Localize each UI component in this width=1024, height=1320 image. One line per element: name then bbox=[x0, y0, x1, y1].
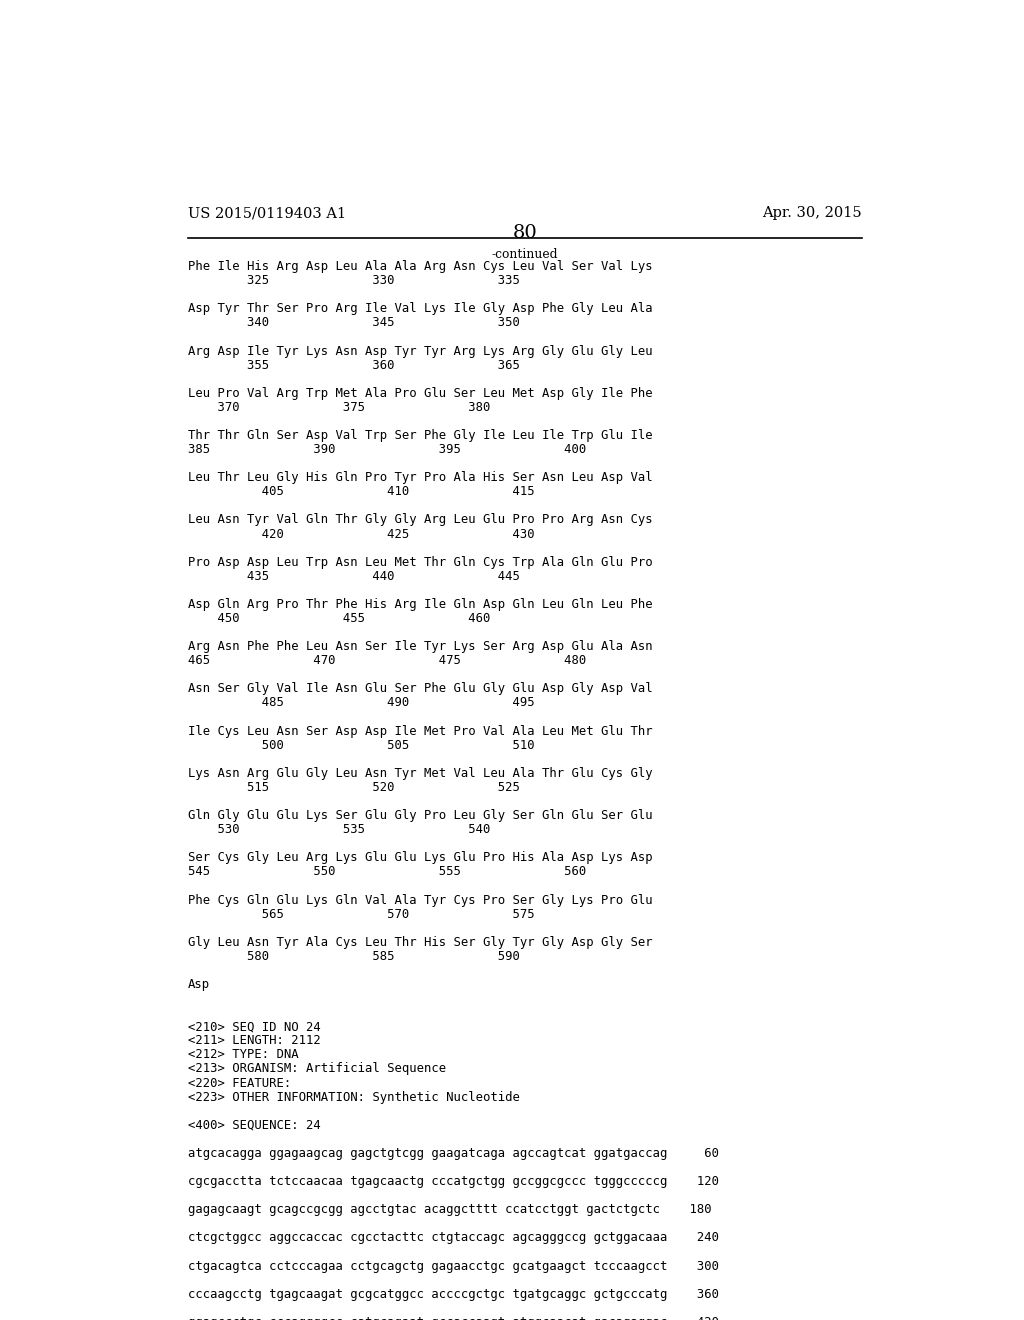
Text: <213> ORGANISM: Artificial Sequence: <213> ORGANISM: Artificial Sequence bbox=[187, 1063, 445, 1076]
Text: 340              345              350: 340 345 350 bbox=[187, 317, 519, 330]
Text: ctgacagtca cctcccagaa cctgcagctg gagaacctgc gcatgaagct tcccaagcct    300: ctgacagtca cctcccagaa cctgcagctg gagaacc… bbox=[187, 1259, 719, 1272]
Text: Lys Asn Arg Glu Gly Leu Asn Tyr Met Val Leu Ala Thr Glu Cys Gly: Lys Asn Arg Glu Gly Leu Asn Tyr Met Val … bbox=[187, 767, 652, 780]
Text: Asp Gln Arg Pro Thr Phe His Arg Ile Gln Asp Gln Leu Gln Leu Phe: Asp Gln Arg Pro Thr Phe His Arg Ile Gln … bbox=[187, 598, 652, 611]
Text: 530              535              540: 530 535 540 bbox=[187, 824, 489, 836]
Text: -continued: -continued bbox=[492, 248, 558, 261]
Text: Thr Thr Gln Ser Asp Val Trp Ser Phe Gly Ile Leu Ile Trp Glu Ile: Thr Thr Gln Ser Asp Val Trp Ser Phe Gly … bbox=[187, 429, 652, 442]
Text: 80: 80 bbox=[512, 224, 538, 243]
Text: 545              550              555              560: 545 550 555 560 bbox=[187, 866, 586, 878]
Text: Gly Leu Asn Tyr Ala Cys Leu Thr His Ser Gly Tyr Gly Asp Gly Ser: Gly Leu Asn Tyr Ala Cys Leu Thr His Ser … bbox=[187, 936, 652, 949]
Text: Asp: Asp bbox=[187, 978, 210, 991]
Text: 450              455              460: 450 455 460 bbox=[187, 612, 489, 624]
Text: 355              360              365: 355 360 365 bbox=[187, 359, 519, 371]
Text: Asp Tyr Thr Ser Pro Arg Ile Val Lys Ile Gly Asp Phe Gly Leu Ala: Asp Tyr Thr Ser Pro Arg Ile Val Lys Ile … bbox=[187, 302, 652, 315]
Text: ggagccctgc cccaggggcc catgcagaat gccaccaagt atggcaacat gacagaggac    420: ggagccctgc cccaggggcc catgcagaat gccacca… bbox=[187, 1316, 719, 1320]
Text: 500              505              510: 500 505 510 bbox=[187, 739, 535, 751]
Text: 370              375              380: 370 375 380 bbox=[187, 401, 489, 413]
Text: Leu Asn Tyr Val Gln Thr Gly Gly Arg Leu Glu Pro Pro Arg Asn Cys: Leu Asn Tyr Val Gln Thr Gly Gly Arg Leu … bbox=[187, 513, 652, 527]
Text: Arg Asp Ile Tyr Lys Asn Asp Tyr Tyr Arg Lys Arg Gly Glu Gly Leu: Arg Asp Ile Tyr Lys Asn Asp Tyr Tyr Arg … bbox=[187, 345, 652, 358]
Text: Asn Ser Gly Val Ile Asn Glu Ser Phe Glu Gly Glu Asp Gly Asp Val: Asn Ser Gly Val Ile Asn Glu Ser Phe Glu … bbox=[187, 682, 652, 696]
Text: <211> LENGTH: 2112: <211> LENGTH: 2112 bbox=[187, 1035, 321, 1047]
Text: 465              470              475              480: 465 470 475 480 bbox=[187, 655, 586, 667]
Text: <212> TYPE: DNA: <212> TYPE: DNA bbox=[187, 1048, 298, 1061]
Text: Ser Cys Gly Leu Arg Lys Glu Glu Lys Glu Pro His Ala Asp Lys Asp: Ser Cys Gly Leu Arg Lys Glu Glu Lys Glu … bbox=[187, 851, 652, 865]
Text: atgcacagga ggagaagcag gagctgtcgg gaagatcaga agccagtcat ggatgaccag     60: atgcacagga ggagaagcag gagctgtcgg gaagatc… bbox=[187, 1147, 719, 1160]
Text: 420              425              430: 420 425 430 bbox=[187, 528, 535, 540]
Text: Leu Pro Val Arg Trp Met Ala Pro Glu Ser Leu Met Asp Gly Ile Phe: Leu Pro Val Arg Trp Met Ala Pro Glu Ser … bbox=[187, 387, 652, 400]
Text: <210> SEQ ID NO 24: <210> SEQ ID NO 24 bbox=[187, 1020, 321, 1034]
Text: cccaagcctg tgagcaagat gcgcatggcc accccgctgc tgatgcaggc gctgcccatg    360: cccaagcctg tgagcaagat gcgcatggcc accccgc… bbox=[187, 1288, 719, 1300]
Text: cgcgacctta tctccaacaa tgagcaactg cccatgctgg gccggcgccc tgggcccccg    120: cgcgacctta tctccaacaa tgagcaactg cccatgc… bbox=[187, 1175, 719, 1188]
Text: US 2015/0119403 A1: US 2015/0119403 A1 bbox=[187, 206, 346, 220]
Text: 405              410              415: 405 410 415 bbox=[187, 486, 535, 498]
Text: 580              585              590: 580 585 590 bbox=[187, 950, 519, 962]
Text: Pro Asp Asp Leu Trp Asn Leu Met Thr Gln Cys Trp Ala Gln Glu Pro: Pro Asp Asp Leu Trp Asn Leu Met Thr Gln … bbox=[187, 556, 652, 569]
Text: 515              520              525: 515 520 525 bbox=[187, 781, 519, 793]
Text: Leu Thr Leu Gly His Gln Pro Tyr Pro Ala His Ser Asn Leu Asp Val: Leu Thr Leu Gly His Gln Pro Tyr Pro Ala … bbox=[187, 471, 652, 484]
Text: 565              570              575: 565 570 575 bbox=[187, 908, 535, 920]
Text: gagagcaagt gcagccgcgg agcctgtac acaggctttt ccatcctggt gactctgctc    180: gagagcaagt gcagccgcgg agcctgtac acaggctt… bbox=[187, 1204, 711, 1216]
Text: <223> OTHER INFORMATION: Synthetic Nucleotide: <223> OTHER INFORMATION: Synthetic Nucle… bbox=[187, 1090, 519, 1104]
Text: Apr. 30, 2015: Apr. 30, 2015 bbox=[763, 206, 862, 220]
Text: Ile Cys Leu Asn Ser Asp Asp Ile Met Pro Val Ala Leu Met Glu Thr: Ile Cys Leu Asn Ser Asp Asp Ile Met Pro … bbox=[187, 725, 652, 738]
Text: Phe Ile His Arg Asp Leu Ala Ala Arg Asn Cys Leu Val Ser Val Lys: Phe Ile His Arg Asp Leu Ala Ala Arg Asn … bbox=[187, 260, 652, 273]
Text: 325              330              335: 325 330 335 bbox=[187, 275, 519, 288]
Text: Phe Cys Gln Glu Lys Gln Val Ala Tyr Cys Pro Ser Gly Lys Pro Glu: Phe Cys Gln Glu Lys Gln Val Ala Tyr Cys … bbox=[187, 894, 652, 907]
Text: 435              440              445: 435 440 445 bbox=[187, 570, 519, 582]
Text: <220> FEATURE:: <220> FEATURE: bbox=[187, 1077, 291, 1089]
Text: Arg Asn Phe Phe Leu Asn Ser Ile Tyr Lys Ser Arg Asp Glu Ala Asn: Arg Asn Phe Phe Leu Asn Ser Ile Tyr Lys … bbox=[187, 640, 652, 653]
Text: ctcgctggcc aggccaccac cgcctacttc ctgtaccagc agcagggccg gctggacaaa    240: ctcgctggcc aggccaccac cgcctacttc ctgtacc… bbox=[187, 1232, 719, 1245]
Text: <400> SEQUENCE: 24: <400> SEQUENCE: 24 bbox=[187, 1119, 321, 1131]
Text: Gln Gly Glu Glu Lys Ser Glu Gly Pro Leu Gly Ser Gln Glu Ser Glu: Gln Gly Glu Glu Lys Ser Glu Gly Pro Leu … bbox=[187, 809, 652, 822]
Text: 485              490              495: 485 490 495 bbox=[187, 697, 535, 709]
Text: 385              390              395              400: 385 390 395 400 bbox=[187, 444, 586, 455]
